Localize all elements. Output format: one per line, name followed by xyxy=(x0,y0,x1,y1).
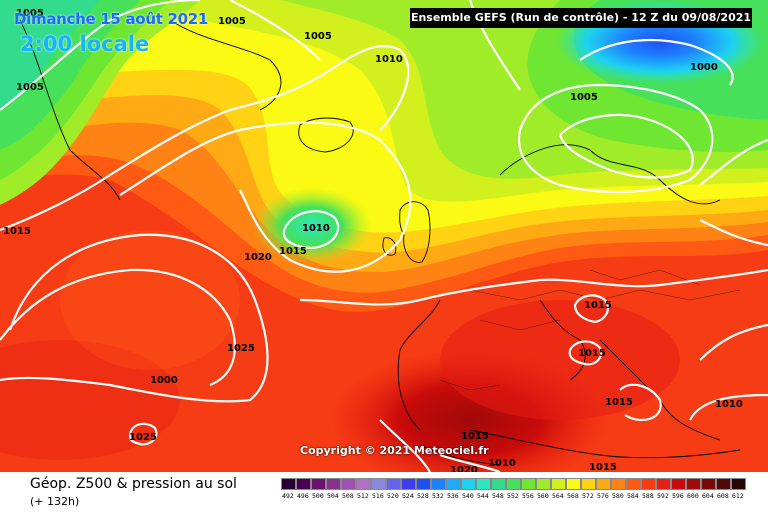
scale-swatch xyxy=(431,478,446,490)
isobar-label: 1025 xyxy=(227,343,255,354)
borders xyxy=(439,269,741,391)
scale-swatch xyxy=(716,478,731,490)
isobar-label: 1020 xyxy=(244,252,272,263)
scale-swatch xyxy=(641,478,656,490)
scale-label: 528 xyxy=(417,492,429,500)
weather-map: 1005 1005 1005 1005 1005 1010 1010 1010 … xyxy=(0,0,768,472)
scale-label: 564 xyxy=(552,492,564,500)
isobar-label: 1015 xyxy=(589,462,617,472)
isobar-label: 1005 xyxy=(16,8,44,19)
scale-swatch xyxy=(461,478,476,490)
isobar-label: 1015 xyxy=(3,226,31,237)
scale-label: 492 xyxy=(282,492,294,500)
isobar-label: 1015 xyxy=(578,348,606,359)
scale-swatch xyxy=(311,478,326,490)
scale-label: 604 xyxy=(702,492,714,500)
scale-label: 560 xyxy=(537,492,549,500)
isobar-label: 1015 xyxy=(605,397,633,408)
scale-swatch xyxy=(581,478,596,490)
scale-label: 592 xyxy=(657,492,669,500)
scale-label: 500 xyxy=(312,492,324,500)
isobar-label: 1005 xyxy=(304,31,332,42)
forecast-time: 2:00 locale xyxy=(20,32,150,56)
scale-swatch xyxy=(416,478,431,490)
isobar-label: 1005 xyxy=(570,92,598,103)
run-info: Ensemble GEFS (Run de contrôle) - 12 Z d… xyxy=(410,8,752,28)
scale-swatch xyxy=(476,478,491,490)
scale-swatch xyxy=(536,478,551,490)
scale-label: 524 xyxy=(402,492,414,500)
isobar-label: 1015 xyxy=(279,246,307,257)
coastlines xyxy=(19,19,741,466)
scale-label: 508 xyxy=(342,492,354,500)
scale-swatch xyxy=(656,478,671,490)
isobar-label: 1000 xyxy=(150,375,178,386)
map-canvas: 1005 1005 1005 1005 1005 1010 1010 1010 … xyxy=(0,0,768,472)
scale-swatch xyxy=(611,478,626,490)
scale-swatch xyxy=(506,478,521,490)
legend-title: Géop. Z500 & pression au sol xyxy=(30,476,237,492)
isobar-label: 1020 xyxy=(450,465,478,472)
isobar-label: 1010 xyxy=(488,458,516,469)
scale-label: 612 xyxy=(732,492,744,500)
scale-label: 576 xyxy=(597,492,609,500)
scale-label: 512 xyxy=(357,492,369,500)
scale-label: 496 xyxy=(297,492,309,500)
isobar-label: 1005 xyxy=(16,82,44,93)
copyright: Copyright © 2021 Meteociel.fr xyxy=(300,444,489,457)
legend-subtitle: (+ 132h) xyxy=(30,495,80,508)
scale-label: 572 xyxy=(582,492,594,500)
isobar-label: 1015 xyxy=(461,431,489,442)
isobar-labels: 1005 1005 1005 1005 1005 1010 1010 1010 … xyxy=(3,8,743,472)
isobar-label: 1010 xyxy=(302,223,330,234)
scale-label: 516 xyxy=(372,492,384,500)
scale-swatch xyxy=(701,478,716,490)
scale-swatch xyxy=(386,478,401,490)
scale-label: 504 xyxy=(327,492,339,500)
scale-swatch xyxy=(491,478,506,490)
scale-label: 584 xyxy=(627,492,639,500)
scale-swatch xyxy=(521,478,536,490)
isobar-label: 1025 xyxy=(129,432,157,443)
scale-label: 520 xyxy=(387,492,399,500)
isobars xyxy=(0,0,768,472)
scale-swatch xyxy=(596,478,611,490)
scale-swatch xyxy=(671,478,686,490)
scale-swatch xyxy=(356,478,371,490)
legend-bar: Géop. Z500 & pression au sol (+ 132h) 49… xyxy=(0,472,768,512)
scale-swatch xyxy=(401,478,416,490)
scale-label: 544 xyxy=(477,492,489,500)
scale-label: 580 xyxy=(612,492,624,500)
isobar-label: 1015 xyxy=(584,300,612,311)
scale-label: 548 xyxy=(492,492,504,500)
scale-swatch xyxy=(371,478,386,490)
scale-label: 600 xyxy=(687,492,699,500)
scale-swatch xyxy=(341,478,356,490)
scale-swatch xyxy=(551,478,566,490)
forecast-date: Dimanche 15 août 2021 xyxy=(14,10,209,28)
isobar-label: 1010 xyxy=(375,54,403,65)
scale-swatch xyxy=(446,478,461,490)
scale-swatch xyxy=(566,478,581,490)
scale-label: 588 xyxy=(642,492,654,500)
isobar-label: 1005 xyxy=(218,16,246,27)
scale-swatch xyxy=(281,478,296,490)
scale-swatch xyxy=(326,478,341,490)
isobar-label: 1000 xyxy=(690,62,718,73)
scale-swatch xyxy=(626,478,641,490)
scale-label: 596 xyxy=(672,492,684,500)
scale-label: 608 xyxy=(717,492,729,500)
scale-label: 540 xyxy=(462,492,474,500)
scale-label: 568 xyxy=(567,492,579,500)
scale-swatch xyxy=(686,478,701,490)
scale-label: 552 xyxy=(507,492,519,500)
scale-label: 536 xyxy=(447,492,459,500)
scale-swatch xyxy=(296,478,311,490)
scale-label: 556 xyxy=(522,492,534,500)
isobar-label: 1010 xyxy=(715,399,743,410)
scale-swatch xyxy=(731,478,746,490)
scale-label: 532 xyxy=(432,492,444,500)
